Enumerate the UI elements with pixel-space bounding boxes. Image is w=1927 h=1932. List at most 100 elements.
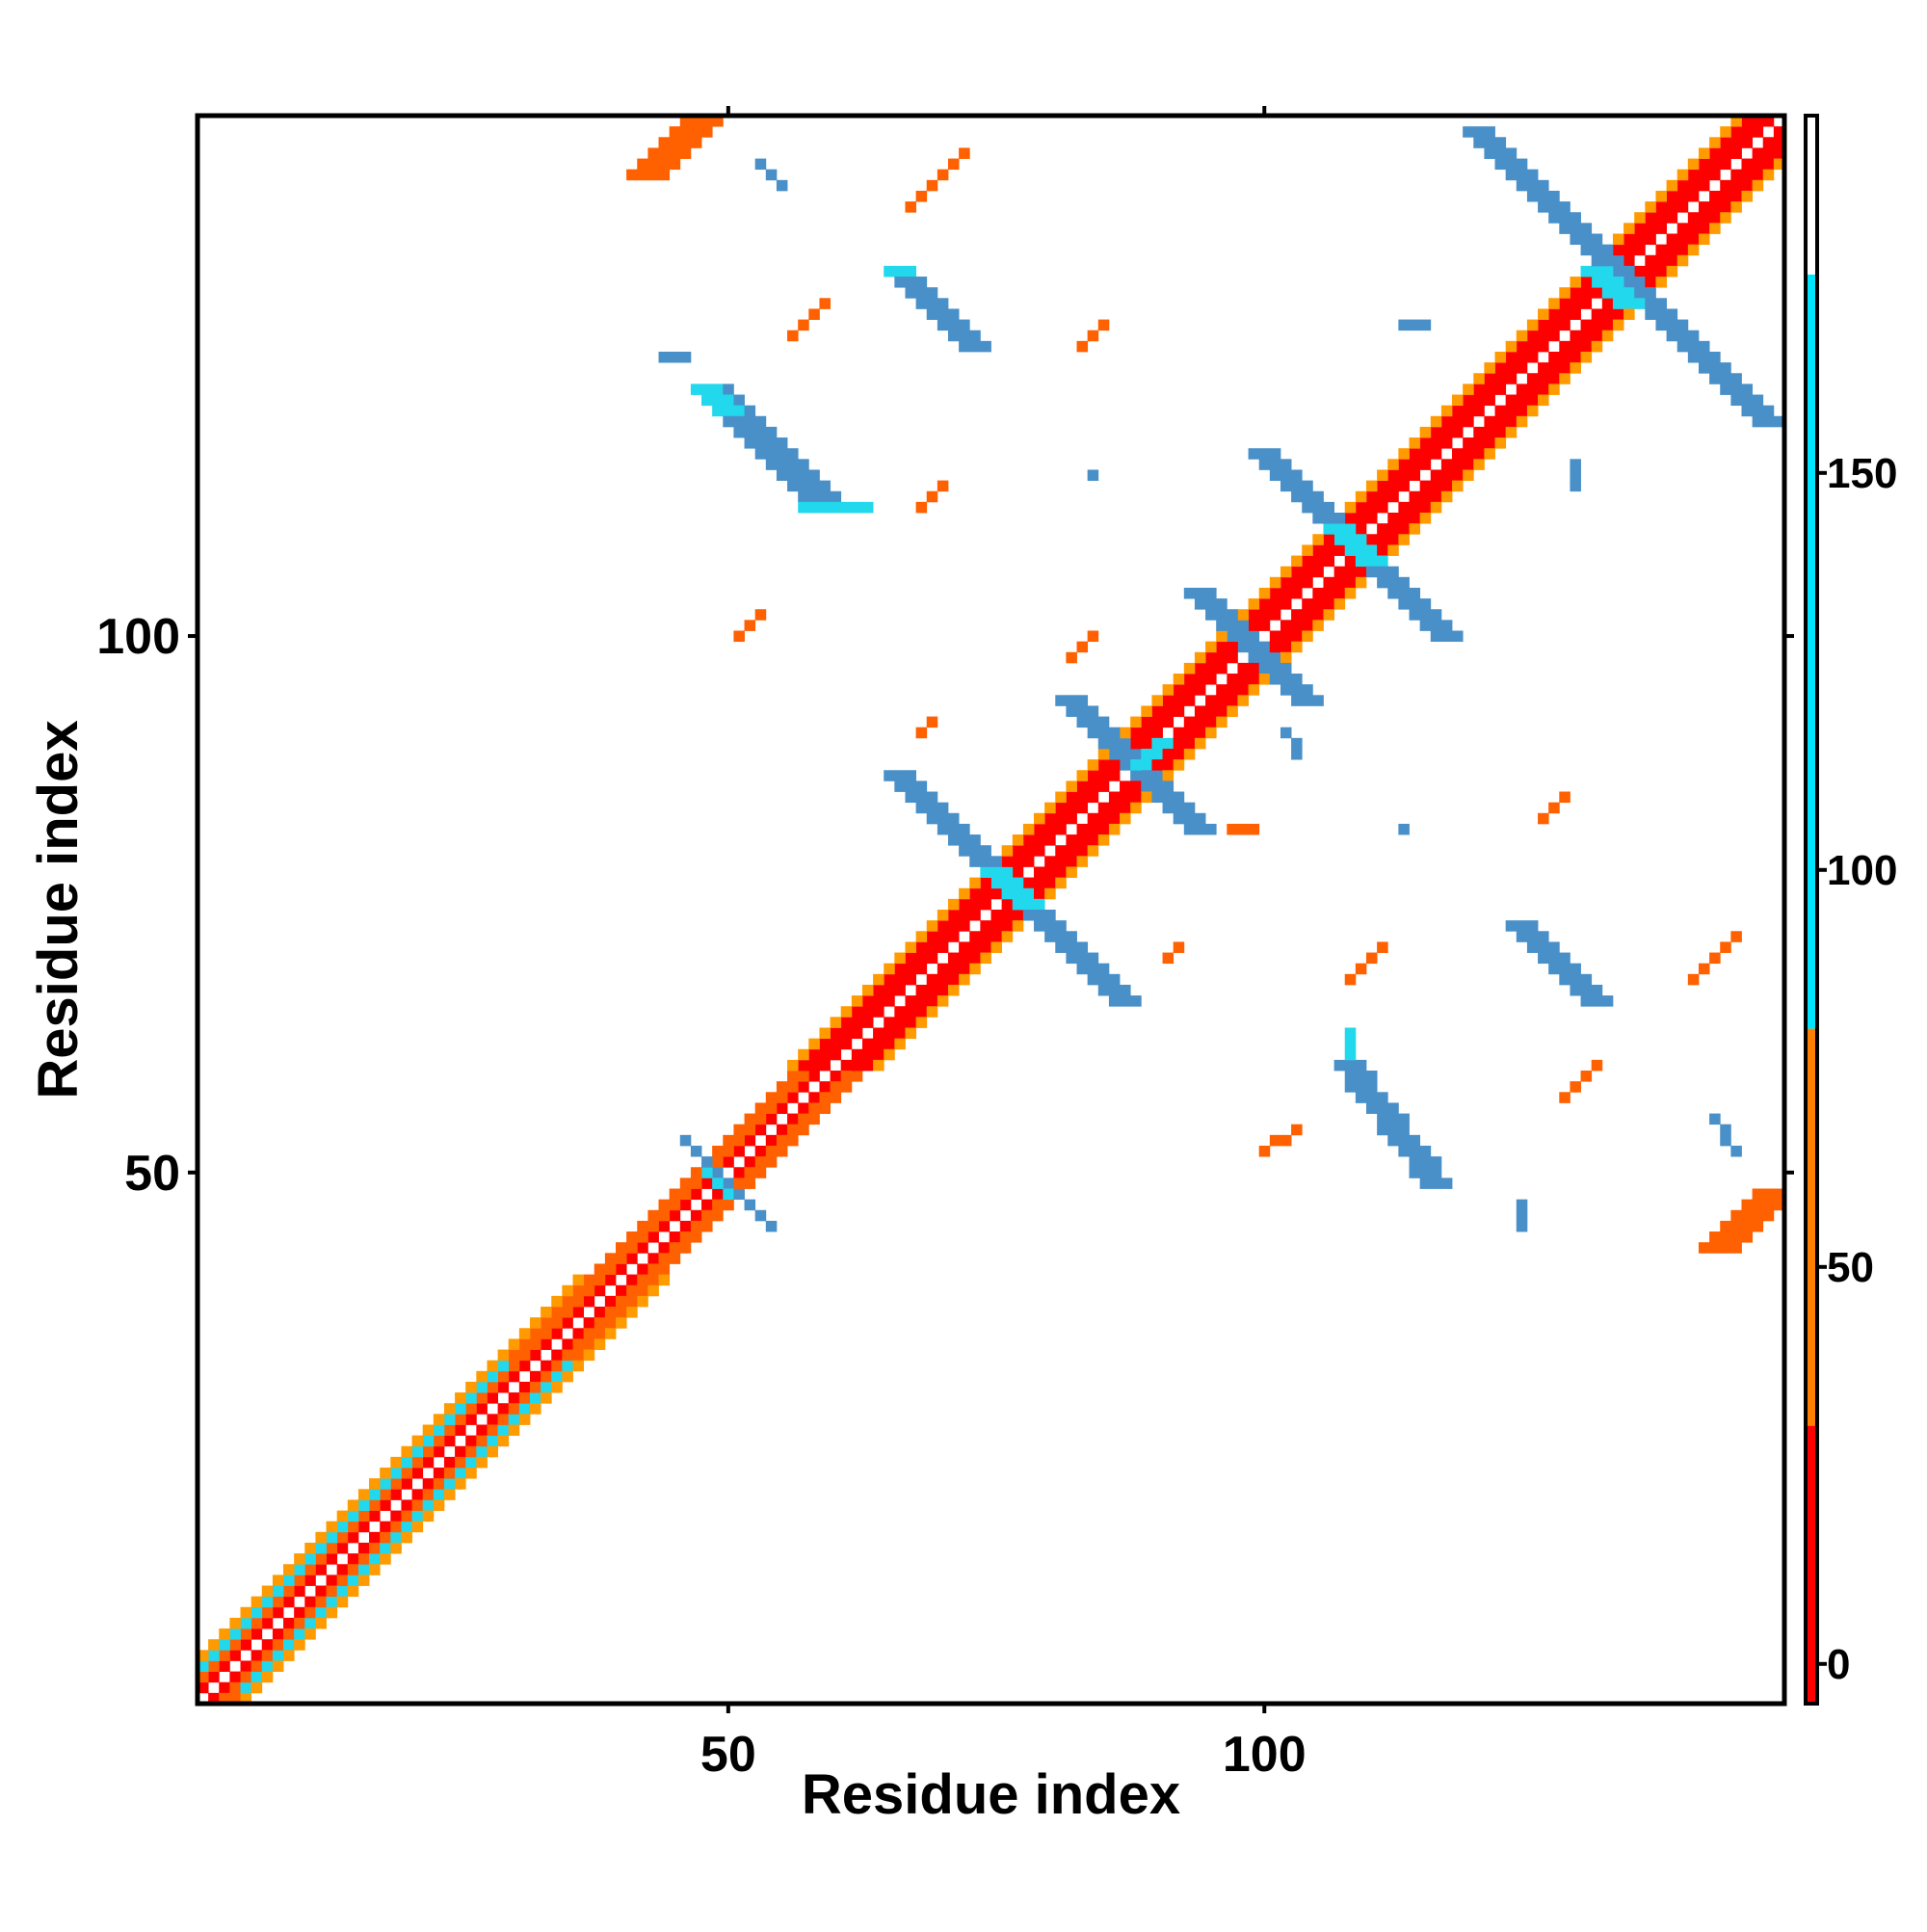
contact-cell <box>1516 931 1528 942</box>
contact-cell <box>873 1059 884 1072</box>
contact-cell <box>969 910 981 921</box>
contact-cell <box>776 469 788 481</box>
contact-cell <box>1076 791 1089 804</box>
contact-cell <box>1645 212 1656 224</box>
contact-cell <box>562 1370 573 1383</box>
contact-cell <box>1097 802 1110 814</box>
contact-cell <box>808 1048 820 1061</box>
contact-cell <box>947 952 960 965</box>
contact-cell <box>1194 823 1206 835</box>
contact-cell <box>1280 587 1292 599</box>
contact-cell <box>1484 437 1495 449</box>
contact-cell <box>787 1124 799 1136</box>
contact-cell <box>562 1360 573 1372</box>
contact-cell <box>1762 137 1775 148</box>
contact-cell <box>380 1499 391 1511</box>
contact-cell <box>1409 598 1421 610</box>
contact-cell <box>1066 952 1077 965</box>
contact-cell <box>884 1048 895 1061</box>
contact-cell <box>980 845 991 857</box>
contact-cell <box>357 1575 370 1586</box>
contact-cell <box>283 1596 295 1608</box>
contact-cell <box>915 963 928 975</box>
contact-cell <box>411 1435 424 1447</box>
contact-cell <box>1440 469 1453 481</box>
contact-cell <box>1280 727 1292 739</box>
contact-cell <box>1730 1242 1742 1254</box>
contact-cell <box>1516 1220 1528 1232</box>
contact-cell <box>712 1167 724 1178</box>
contact-cell <box>455 1445 466 1458</box>
contact-cell <box>1066 856 1077 867</box>
contact-cell <box>754 1113 767 1125</box>
contact-cell <box>572 1328 585 1339</box>
contact-cell <box>422 1478 435 1490</box>
contact-cell <box>1227 684 1238 696</box>
contact-cell <box>551 1381 563 1393</box>
contact-cell <box>465 1414 477 1425</box>
contact-cell <box>1258 609 1271 621</box>
contact-cell <box>1473 373 1485 384</box>
contact-cell <box>905 963 916 975</box>
contact-cell <box>1130 802 1142 814</box>
contact-cell <box>1473 384 1485 395</box>
contact-cell <box>1323 587 1335 599</box>
contact-cell <box>1752 1188 1764 1201</box>
contact-cell <box>1387 480 1399 492</box>
contact-cell <box>765 1092 778 1103</box>
contact-cell <box>1559 340 1571 353</box>
contact-cell <box>1741 126 1754 138</box>
contact-cell <box>572 1360 585 1372</box>
contact-cell <box>1430 415 1442 428</box>
contact-cell <box>980 931 991 942</box>
contact-cell <box>583 1274 595 1286</box>
contact-cell <box>819 1048 831 1061</box>
contact-cell <box>915 791 928 804</box>
x-tick-label: 50 <box>700 1727 756 1783</box>
contact-cell <box>723 415 734 428</box>
contact-cell <box>765 1145 778 1157</box>
contact-cell <box>1741 1220 1754 1232</box>
contact-cell <box>455 1403 466 1415</box>
contact-cell <box>937 941 949 953</box>
contact-cell <box>647 147 659 159</box>
contact-cell <box>1494 415 1507 428</box>
contact-cell <box>1398 480 1410 492</box>
contact-cell <box>487 1370 498 1383</box>
contact-cell <box>1538 179 1549 192</box>
contact-cell <box>647 169 659 181</box>
contact-cell <box>336 1531 349 1544</box>
contact-cell <box>1676 190 1689 202</box>
contact-cell <box>1365 501 1378 514</box>
contact-cell <box>443 1489 456 1500</box>
contact-cell <box>1645 298 1656 309</box>
contact-cell <box>1302 480 1313 492</box>
contact-cell <box>1526 179 1539 192</box>
contact-cell <box>1055 812 1067 825</box>
contact-cell <box>1463 394 1474 407</box>
contact-cell <box>1538 812 1549 825</box>
contact-cell <box>679 1199 692 1211</box>
contact-cell <box>1741 116 1754 127</box>
contact-cell <box>1333 523 1346 535</box>
contact-cell <box>1538 373 1549 384</box>
contact-cell <box>518 1349 531 1362</box>
contact-cell <box>283 1628 295 1640</box>
contact-cell <box>1183 716 1196 728</box>
contact-cell <box>851 1048 863 1061</box>
contact-cell <box>1120 759 1131 771</box>
contact-cell <box>1419 426 1432 438</box>
contact-cell <box>1741 169 1754 181</box>
contact-cell <box>679 126 692 138</box>
contact-cell <box>1398 319 1410 331</box>
contact-cell <box>1752 1209 1764 1222</box>
contact-cell <box>422 1499 435 1511</box>
contact-cell <box>562 1295 573 1308</box>
contact-cell <box>583 1328 595 1339</box>
contact-cell <box>1709 1242 1721 1254</box>
contact-cell <box>1194 587 1206 599</box>
contact-cell <box>1377 544 1388 556</box>
contact-cell <box>1151 791 1163 804</box>
contact-cell <box>1398 469 1410 481</box>
